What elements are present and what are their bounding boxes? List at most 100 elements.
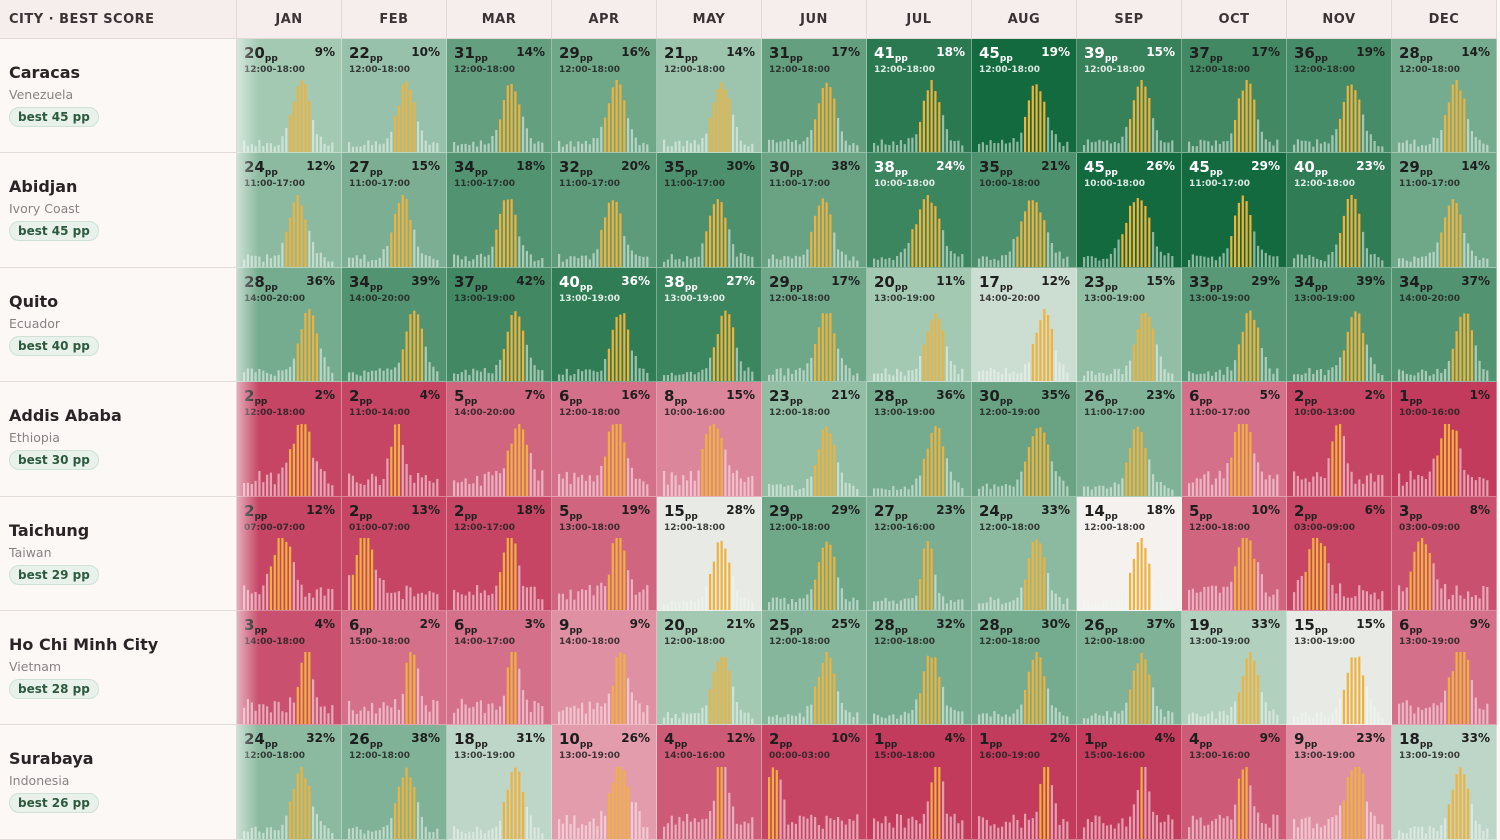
heatmap-cell[interactable]: 28pp 36% 14:00-20:00 — [237, 267, 342, 383]
city-row-label[interactable]: Ho Chi Minh City Vietnam best 28 pp — [0, 611, 237, 726]
heatmap-cell[interactable]: 6pp 5% 11:00-17:00 — [1182, 382, 1287, 497]
heatmap-cell[interactable]: 38pp 24% 10:00-18:00 — [867, 153, 972, 268]
heatmap-cell[interactable]: 20pp 21% 12:00-18:00 — [657, 611, 762, 726]
heatmap-cell[interactable]: 10pp 26% 13:00-19:00 — [552, 725, 657, 840]
heatmap-cell[interactable]: 27pp 15% 11:00-17:00 — [342, 153, 447, 268]
heatmap-cell[interactable]: 4pp 9% 13:00-16:00 — [1182, 725, 1287, 840]
cell-score-unit: pp — [464, 626, 478, 636]
heatmap-cell[interactable]: 15pp 15% 13:00-19:00 — [1287, 611, 1392, 726]
heatmap-cell[interactable]: 40pp 23% 12:00-18:00 — [1287, 153, 1392, 268]
heatmap-cell[interactable]: 28pp 32% 12:00-18:00 — [867, 611, 972, 726]
heatmap-cell[interactable]: 18pp 33% 13:00-19:00 — [1392, 725, 1497, 840]
heatmap-cell[interactable]: 29pp 17% 12:00-18:00 — [762, 267, 867, 383]
heatmap-cell[interactable]: 34pp 39% 14:00-20:00 — [342, 267, 447, 383]
heatmap-cell[interactable]: 2pp 2% 10:00-13:00 — [1287, 382, 1392, 497]
heatmap-cell[interactable]: 36pp 19% 12:00-18:00 — [1287, 39, 1392, 154]
heatmap-cell[interactable]: 2pp 10% 00:00-03:00 — [762, 725, 867, 840]
heatmap-cell[interactable]: 41pp 18% 12:00-18:00 — [867, 39, 972, 154]
heatmap-cell[interactable]: 3pp 4% 14:00-18:00 — [237, 611, 342, 726]
heatmap-cell[interactable]: 5pp 10% 12:00-18:00 — [1182, 496, 1287, 611]
heatmap-cell[interactable]: 2pp 13% 01:00-07:00 — [342, 496, 447, 611]
heatmap-cell[interactable]: 45pp 29% 11:00-17:00 — [1182, 153, 1287, 268]
city-row-label[interactable]: Caracas Venezuela best 45 pp — [0, 39, 237, 154]
heatmap-cell[interactable]: 24pp 32% 12:00-18:00 — [237, 725, 342, 840]
heatmap-cell[interactable]: 2pp 6% 03:00-09:00 — [1287, 496, 1392, 611]
heatmap-cell[interactable]: 23pp 21% 12:00-18:00 — [762, 382, 867, 497]
heatmap-cell[interactable]: 5pp 19% 13:00-18:00 — [552, 496, 657, 611]
city-row-label[interactable]: Surabaya Indonesia best 26 pp — [0, 725, 237, 840]
histogram-bar — [1463, 232, 1466, 267]
heatmap-cell[interactable]: 39pp 15% 12:00-18:00 — [1077, 39, 1182, 154]
heatmap-cell[interactable]: 25pp 25% 12:00-18:00 — [762, 611, 867, 726]
city-row-label[interactable]: Abidjan Ivory Coast best 45 pp — [0, 153, 237, 268]
heatmap-cell[interactable]: 45pp 26% 10:00-18:00 — [1077, 153, 1182, 268]
heatmap-cell[interactable]: 1pp 1% 10:00-16:00 — [1392, 382, 1497, 497]
heatmap-cell[interactable]: 6pp 16% 12:00-18:00 — [552, 382, 657, 497]
heatmap-cell[interactable]: 29pp 14% 11:00-17:00 — [1392, 153, 1497, 268]
heatmap-cell[interactable]: 31pp 14% 12:00-18:00 — [447, 39, 552, 154]
city-row-label[interactable]: Quito Ecuador best 40 pp — [0, 267, 237, 383]
heatmap-cell[interactable]: 9pp 9% 14:00-18:00 — [552, 611, 657, 726]
heatmap-cell[interactable]: 19pp 33% 13:00-19:00 — [1182, 611, 1287, 726]
heatmap-cell[interactable]: 35pp 21% 10:00-18:00 — [972, 153, 1077, 268]
heatmap-cell[interactable]: 32pp 20% 11:00-17:00 — [552, 153, 657, 268]
heatmap-cell[interactable]: 1pp 2% 16:00-19:00 — [972, 725, 1077, 840]
heatmap-cell[interactable]: 45pp 19% 12:00-18:00 — [972, 39, 1077, 154]
heatmap-cell[interactable]: 17pp 12% 14:00-20:00 — [972, 267, 1077, 383]
histogram-bar — [1222, 817, 1225, 839]
heatmap-cell[interactable]: 6pp 2% 15:00-18:00 — [342, 611, 447, 726]
heatmap-cell[interactable]: 34pp 39% 13:00-19:00 — [1287, 267, 1392, 383]
heatmap-cell[interactable]: 29pp 16% 12:00-18:00 — [552, 39, 657, 154]
heatmap-cell[interactable]: 26pp 23% 11:00-17:00 — [1077, 382, 1182, 497]
heatmap-cell[interactable]: 6pp 3% 14:00-17:00 — [447, 611, 552, 726]
heatmap-cell[interactable]: 34pp 37% 14:00-20:00 — [1392, 267, 1497, 383]
heatmap-cell[interactable]: 26pp 37% 12:00-18:00 — [1077, 611, 1182, 726]
heatmap-cell[interactable]: 26pp 38% 12:00-18:00 — [342, 725, 447, 840]
heatmap-cell[interactable]: 1pp 4% 15:00-16:00 — [1077, 725, 1182, 840]
heatmap-cell[interactable]: 18pp 31% 13:00-19:00 — [447, 725, 552, 840]
heatmap-cell[interactable]: 28pp 30% 12:00-18:00 — [972, 611, 1077, 726]
cell-score-value: 1 — [979, 730, 990, 749]
heatmap-cell[interactable]: 2pp 2% 12:00-18:00 — [237, 382, 342, 497]
histogram-bar-best-window — [942, 445, 945, 496]
heatmap-cell[interactable]: 20pp 9% 12:00-18:00 — [237, 39, 342, 154]
heatmap-cell[interactable]: 37pp 42% 13:00-19:00 — [447, 267, 552, 383]
heatmap-cell[interactable]: 4pp 12% 14:00-16:00 — [657, 725, 762, 840]
heatmap-cell[interactable]: 28pp 36% 13:00-19:00 — [867, 382, 972, 497]
heatmap-cell[interactable]: 2pp 4% 11:00-14:00 — [342, 382, 447, 497]
heatmap-cell[interactable]: 24pp 33% 12:00-18:00 — [972, 496, 1077, 611]
heatmap-cell[interactable]: 8pp 15% 10:00-16:00 — [657, 382, 762, 497]
heatmap-cell[interactable]: 31pp 17% 12:00-18:00 — [762, 39, 867, 154]
heatmap-cell[interactable]: 21pp 14% 12:00-18:00 — [657, 39, 762, 154]
histogram-bar — [1373, 592, 1376, 610]
heatmap-cell[interactable]: 38pp 27% 13:00-19:00 — [657, 267, 762, 383]
histogram-bar — [243, 708, 246, 725]
heatmap-cell[interactable]: 33pp 29% 13:00-19:00 — [1182, 267, 1287, 383]
heatmap-cell[interactable]: 2pp 12% 07:00-07:00 — [237, 496, 342, 611]
heatmap-cell[interactable]: 40pp 36% 13:00-19:00 — [552, 267, 657, 383]
heatmap-cell[interactable]: 20pp 11% 13:00-19:00 — [867, 267, 972, 383]
histogram-bar — [596, 138, 599, 153]
heatmap-cell[interactable]: 23pp 15% 13:00-19:00 — [1077, 267, 1182, 383]
heatmap-cell[interactable]: 5pp 7% 14:00-20:00 — [447, 382, 552, 497]
heatmap-cell[interactable]: 22pp 10% 12:00-18:00 — [342, 39, 447, 154]
heatmap-cell[interactable]: 27pp 23% 12:00-16:00 — [867, 496, 972, 611]
heatmap-cell[interactable]: 34pp 18% 11:00-17:00 — [447, 153, 552, 268]
histogram-bar — [1264, 478, 1267, 496]
heatmap-cell[interactable]: 3pp 8% 03:00-09:00 — [1392, 496, 1497, 611]
heatmap-cell[interactable]: 6pp 9% 13:00-19:00 — [1392, 611, 1497, 726]
heatmap-cell[interactable]: 37pp 17% 12:00-18:00 — [1182, 39, 1287, 154]
heatmap-cell[interactable]: 30pp 35% 12:00-19:00 — [972, 382, 1077, 497]
heatmap-cell[interactable]: 30pp 38% 11:00-17:00 — [762, 153, 867, 268]
heatmap-cell[interactable]: 35pp 30% 11:00-17:00 — [657, 153, 762, 268]
heatmap-cell[interactable]: 15pp 28% 12:00-18:00 — [657, 496, 762, 611]
heatmap-cell[interactable]: 14pp 18% 12:00-18:00 — [1077, 496, 1182, 611]
heatmap-cell[interactable]: 29pp 29% 12:00-18:00 — [762, 496, 867, 611]
city-row-label[interactable]: Addis Ababa Ethiopia best 30 pp — [0, 382, 237, 497]
heatmap-cell[interactable]: 1pp 4% 15:00-18:00 — [867, 725, 972, 840]
heatmap-cell[interactable]: 24pp 12% 11:00-17:00 — [237, 153, 342, 268]
heatmap-cell[interactable]: 2pp 18% 12:00-17:00 — [447, 496, 552, 611]
heatmap-cell[interactable]: 9pp 23% 13:00-19:00 — [1287, 725, 1392, 840]
heatmap-cell[interactable]: 28pp 14% 12:00-18:00 — [1392, 39, 1497, 154]
city-row-label[interactable]: Taichung Taiwan best 29 pp — [0, 496, 237, 611]
